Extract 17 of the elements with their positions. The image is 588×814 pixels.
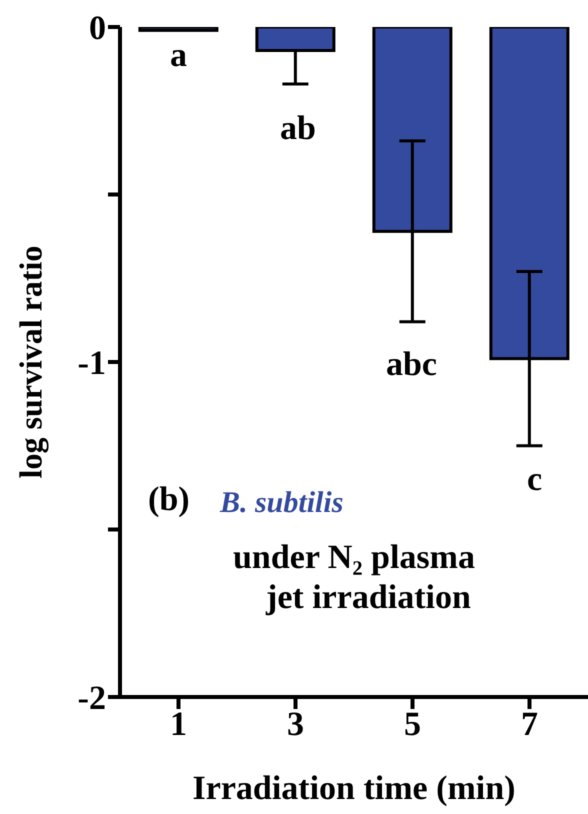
y-axis-title: log survival ratio	[12, 246, 50, 478]
annotation: a	[170, 37, 187, 74]
x-axis-title: Irradiation time (min)	[192, 770, 516, 807]
annotation: ab	[280, 110, 316, 147]
annotation: c	[527, 461, 542, 498]
annotation: jet irradiation	[266, 579, 471, 616]
y-tick-label: -2	[78, 680, 106, 718]
x-tick-label: 1	[170, 706, 187, 744]
y-tick-label: -1	[78, 345, 106, 382]
annotation: abc	[386, 346, 437, 383]
annotation: B. subtilis	[220, 486, 344, 519]
annotation: under N₂ plasma	[233, 539, 475, 576]
x-tick-label: 3	[287, 706, 304, 744]
x-tick-label: 7	[521, 706, 538, 744]
y-tick-label: 0	[89, 10, 106, 48]
annotation: (b)	[148, 481, 190, 518]
x-tick-label: 5	[404, 706, 421, 744]
